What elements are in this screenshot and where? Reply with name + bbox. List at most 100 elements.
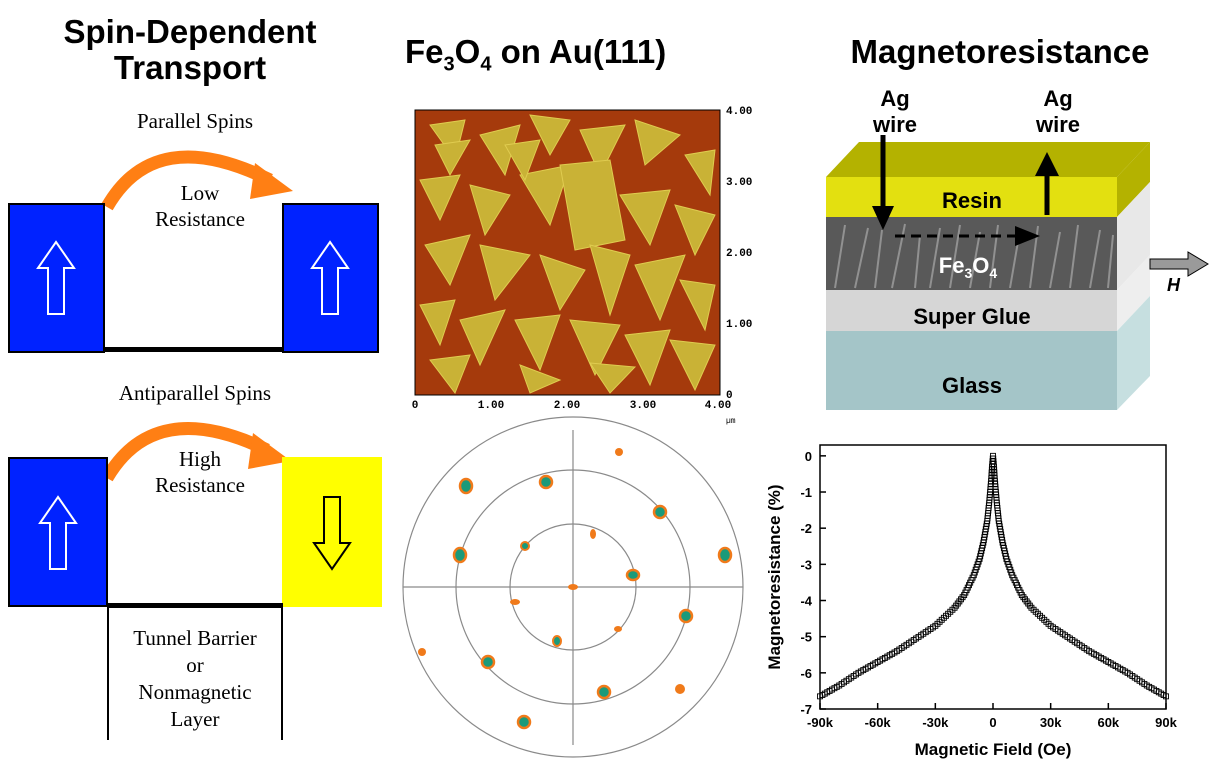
mr-data-point [1163,693,1169,700]
up-arrow-icon [310,240,350,315]
y-tick-label: 0 [805,449,812,464]
up-arrow-icon [38,495,78,570]
low-resistance-label: Low Resistance [125,180,275,232]
fe3o4-title-sub1: 3 [443,53,455,76]
up-arrow-icon [36,240,76,315]
afm-x-tick: 4.00 [705,400,731,412]
barrier-left-edge [107,607,109,740]
afm-x-tick: 2.00 [554,400,580,412]
barrier-line4: Layer [170,707,220,731]
x-tick-label: 30k [1040,715,1062,730]
fe3o4-label-sub2: 4 [989,265,997,281]
ag-wire-right-label: Ag wire [1018,86,1098,138]
y-tick-label: -6 [800,666,812,681]
down-arrow-icon [312,496,352,571]
x-tick-label: -30k [922,715,949,730]
afm-image: 0 1.00 2.00 3.00 4.00 4.00 3.00 2.00 1.0… [412,106,753,426]
y-tick-label: -2 [800,521,812,536]
resin-side [1117,142,1150,217]
x-tick-label: 60k [1097,715,1119,730]
y-tick-label: -4 [800,594,812,609]
parallel-spins-label: Parallel Spins [136,109,254,133]
spin-title-line1: Spin-Dependent [63,13,317,50]
ag-left-line1: Ag [880,86,910,111]
high-line2: Resistance [155,473,245,497]
mr-chart: -90k -60k -30k 0 30k 60k 90k 0 -1 -2 -3 -4 -5 -6 -7 Ma… [765,444,1178,759]
device-schematic: Resin Fe3O4 Super Glue Glass [826,135,1150,410]
barrier-right-edge [281,607,283,740]
mr-y-axis-label: Magnetoresistance (%) [765,484,784,669]
afm-y-tick: 1.00 [726,319,752,331]
right-ferromagnet-parallel [282,203,379,353]
fe3o4-layer-label: Fe3O4 [939,253,998,281]
afm-y-tick: 2.00 [726,248,752,260]
ag-right-line2: wire [1035,112,1081,137]
x-tick-label: 0 [989,715,996,730]
magnetoresistance-title: Magnetoresistance [850,33,1150,70]
x-tick-label: -60k [865,715,892,730]
resin-top [826,142,1150,177]
fe3o4-label-sub1: 3 [964,265,972,281]
left-ferromagnet-antiparallel [8,457,108,607]
afm-unit: µm [726,417,736,426]
barrier-line1: Tunnel Barrier [133,626,257,650]
current-arrowhead [1015,226,1040,246]
mr-x-axis-label: Magnetic Field (Oe) [915,740,1072,759]
left-ferromagnet-parallel [8,203,105,353]
fe3o4-label-o: O [972,253,989,278]
afm-y-tick: 3.00 [726,177,752,189]
fe3o4-title-suffix: on Au(111) [491,33,667,70]
high-resistance-label: High Resistance [125,446,275,498]
glue-layer [826,290,1117,331]
fe3o4-side [1117,182,1150,290]
pole-spots [418,448,733,730]
afm-y-tick: 0 [726,390,733,402]
x-tick-label: 90k [1155,715,1177,730]
field-arrow-icon [1149,251,1209,277]
spin-transport-title: Spin-Dependent Transport [40,14,340,86]
afm-y-tick: 4.00 [726,106,752,118]
barrier-line-parallel [104,347,284,352]
afm-x-tick: 3.00 [630,400,656,412]
left-wire-arrowhead [872,206,894,230]
glass-side [1117,296,1150,410]
afm-islands [419,114,716,395]
fe3o4-title-fe: Fe [405,33,444,70]
parallel-arrow [101,150,293,211]
right-wire-arrowhead [1035,152,1059,176]
fe3o4-title-sub2: 4 [480,53,492,76]
field-h-label: H [1167,275,1180,295]
barrier-line2: or [186,653,204,677]
y-tick-label: -1 [800,485,812,500]
antiparallel-arrow [101,422,291,482]
glass-label: Glass [942,373,1002,398]
y-tick-label: -7 [800,702,812,717]
ag-right-line1: Ag [1043,86,1073,111]
high-line1: High [179,447,221,471]
fe3o4-title-o: O [454,33,481,70]
afm-background [415,110,720,395]
afm-x-ticks: 0 1.00 2.00 3.00 4.00 [412,400,732,412]
glue-label: Super Glue [913,304,1030,329]
pole-figure [402,416,744,758]
resin-label: Resin [942,188,1002,213]
y-tick-label: -5 [800,630,812,645]
low-line2: Resistance [155,207,245,231]
barrier-line3: Nonmagnetic [138,680,252,704]
fe3o4-label-fe: Fe [939,253,965,278]
afm-y-ticks: 4.00 3.00 2.00 1.00 0 [726,106,752,402]
low-line1: Low [180,181,220,205]
spin-title-line2: Transport [113,49,267,86]
fe3o4-au-title: Fe3O4 on Au(111) [405,34,760,83]
afm-x-tick: 1.00 [478,400,504,412]
y-tick-label: -3 [800,557,812,572]
tunnel-barrier-label: Tunnel Barrier or Nonmagnetic Layer [110,625,280,733]
afm-x-tick: 0 [412,400,419,412]
ag-left-line2: wire [872,112,918,137]
right-ferromagnet-antiparallel [282,457,382,607]
ag-wire-left-label: Ag wire [855,86,935,138]
barrier-line-antiparallel [107,603,283,608]
glass-layer [826,331,1117,410]
x-tick-label: -90k [807,715,834,730]
antiparallel-spins-label: Antiparallel Spins [118,381,272,405]
